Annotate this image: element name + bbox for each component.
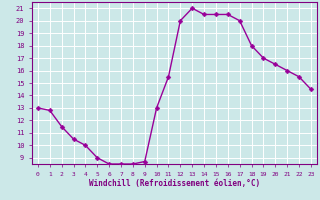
X-axis label: Windchill (Refroidissement éolien,°C): Windchill (Refroidissement éolien,°C)	[89, 179, 260, 188]
